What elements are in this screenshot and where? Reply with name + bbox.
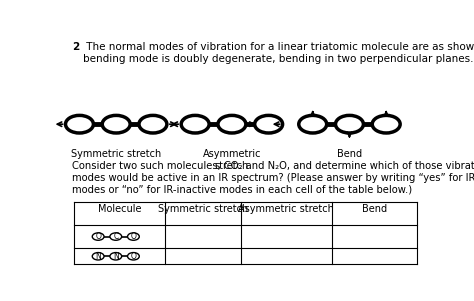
Circle shape	[65, 115, 93, 133]
Circle shape	[128, 253, 139, 260]
Circle shape	[110, 253, 122, 260]
Circle shape	[92, 233, 104, 240]
Text: O: O	[130, 252, 137, 261]
Text: Bend: Bend	[362, 204, 387, 214]
Text: Molecule: Molecule	[98, 204, 141, 214]
Circle shape	[102, 115, 130, 133]
Circle shape	[92, 253, 104, 260]
Text: Bend: Bend	[337, 149, 362, 159]
Text: The normal modes of vibration for a linear triatomic molecule are as shown below: The normal modes of vibration for a line…	[83, 42, 474, 64]
Text: N: N	[95, 252, 101, 261]
Circle shape	[110, 233, 122, 240]
Text: O: O	[95, 232, 101, 241]
Text: N: N	[113, 252, 118, 261]
Circle shape	[372, 115, 400, 133]
Circle shape	[128, 233, 139, 240]
Circle shape	[299, 115, 327, 133]
Text: Asymmetric stretch: Asymmetric stretch	[238, 204, 334, 214]
Circle shape	[139, 115, 167, 133]
Circle shape	[336, 115, 364, 133]
Circle shape	[255, 115, 283, 133]
Circle shape	[181, 115, 209, 133]
Text: Consider two such molecules, CO₂ and N₂O, and determine which of those vibration: Consider two such molecules, CO₂ and N₂O…	[72, 161, 474, 194]
Text: 2: 2	[72, 42, 79, 52]
Text: O: O	[130, 232, 137, 241]
Text: Symmetric stretch: Symmetric stretch	[158, 204, 248, 214]
Text: Asymmetric
stretch: Asymmetric stretch	[203, 149, 261, 171]
Text: Symmetric stretch: Symmetric stretch	[71, 149, 161, 159]
Text: C: C	[113, 232, 118, 241]
Circle shape	[218, 115, 246, 133]
